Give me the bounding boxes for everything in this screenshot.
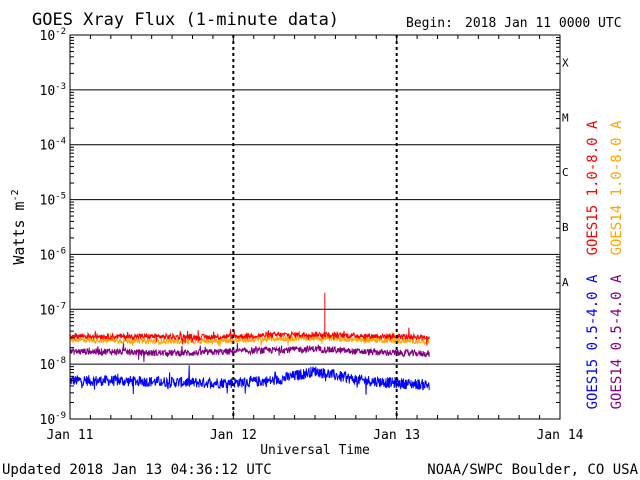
y-tick-label: 10-7: [40, 301, 67, 318]
flare-class-labels: X M C B A: [562, 56, 569, 288]
series-line-3: [69, 342, 430, 363]
y-tick-mantissa: 10: [40, 413, 56, 428]
x-tick-label: Jan 11: [47, 428, 94, 443]
series-line-2: [69, 365, 430, 395]
flare-class-a: A: [562, 276, 569, 289]
flare-class-m: M: [562, 111, 569, 124]
legend-entry-2: GOES15 0.5-4.0 A: [585, 274, 601, 409]
begin-label: Begin:: [406, 16, 453, 31]
chart-title: GOES Xray Flux (1-minute data): [32, 10, 339, 30]
y-tick-exponent: -7: [55, 301, 66, 311]
legend-entry-0: GOES15 1.0-8.0 A: [585, 120, 601, 255]
x-axis-label: Universal Time: [260, 443, 370, 458]
y-tick-label: 10-5: [40, 192, 67, 209]
flare-class-b: B: [562, 221, 569, 234]
begin-value: 2018 Jan 11 0000 UTC: [465, 16, 622, 31]
y-tick-mantissa: 10: [40, 303, 56, 318]
y-tick-label: 10-8: [40, 356, 67, 373]
y-tick-mantissa: 10: [40, 139, 56, 154]
y-tick-exponent: -8: [55, 356, 66, 366]
y-axis-label-base: Watts m: [10, 201, 28, 264]
y-tick-mantissa: 10: [40, 248, 56, 263]
y-tick-mantissa: 10: [40, 29, 56, 44]
y-tick-mantissa: 10: [40, 84, 56, 99]
series-line-1: [69, 331, 430, 347]
y-tick-exponent: -6: [55, 246, 66, 256]
y-axis-label-exp: -2: [10, 189, 21, 201]
y-tick-exponent: -2: [55, 27, 66, 37]
y-tick-exponent: -9: [55, 411, 66, 421]
series-layer: [69, 292, 430, 395]
y-tick-exponent: -4: [55, 137, 66, 147]
flare-class-c: C: [562, 166, 569, 179]
x-tick-label: Jan 13: [373, 428, 420, 443]
x-tick-label: Jan 14: [537, 428, 584, 443]
flare-class-x: X: [562, 56, 569, 69]
y-axis-label: Watts m-2: [10, 189, 28, 264]
legend: GOES15 1.0-8.0 A GOES14 1.0-8.0 A GOES15 0…: [585, 120, 625, 409]
legend-entry-3: GOES14 0.5-4.0 A: [609, 274, 625, 409]
updated-timestamp: Updated 2018 Jan 13 04:36:12 UTC: [2, 462, 272, 478]
legend-entry-1: GOES14 1.0-8.0 A: [609, 120, 625, 255]
y-tick-exponent: -5: [55, 192, 66, 202]
y-tick-mantissa: 10: [40, 194, 56, 209]
plot-frame: [69, 34, 561, 420]
y-tick-label: 10-4: [40, 137, 67, 154]
y-tick-label: 10-6: [40, 246, 67, 263]
y-tick-exponent: -3: [55, 82, 66, 92]
y-tick-label: 10-3: [40, 82, 67, 99]
y-tick-label: 10-9: [40, 411, 67, 428]
y-tick-labels: 10-210-310-410-510-610-710-810-9: [40, 27, 67, 428]
x-tick-labels: Jan 11 Jan 12 Jan 13 Jan 14: [47, 428, 584, 443]
source-credit: NOAA/SWPC Boulder, CO USA: [427, 462, 638, 478]
x-tick-label: Jan 12: [210, 428, 257, 443]
y-tick-mantissa: 10: [40, 358, 56, 373]
series-line-0: [69, 327, 430, 346]
y-tick-label: 10-2: [40, 27, 67, 44]
